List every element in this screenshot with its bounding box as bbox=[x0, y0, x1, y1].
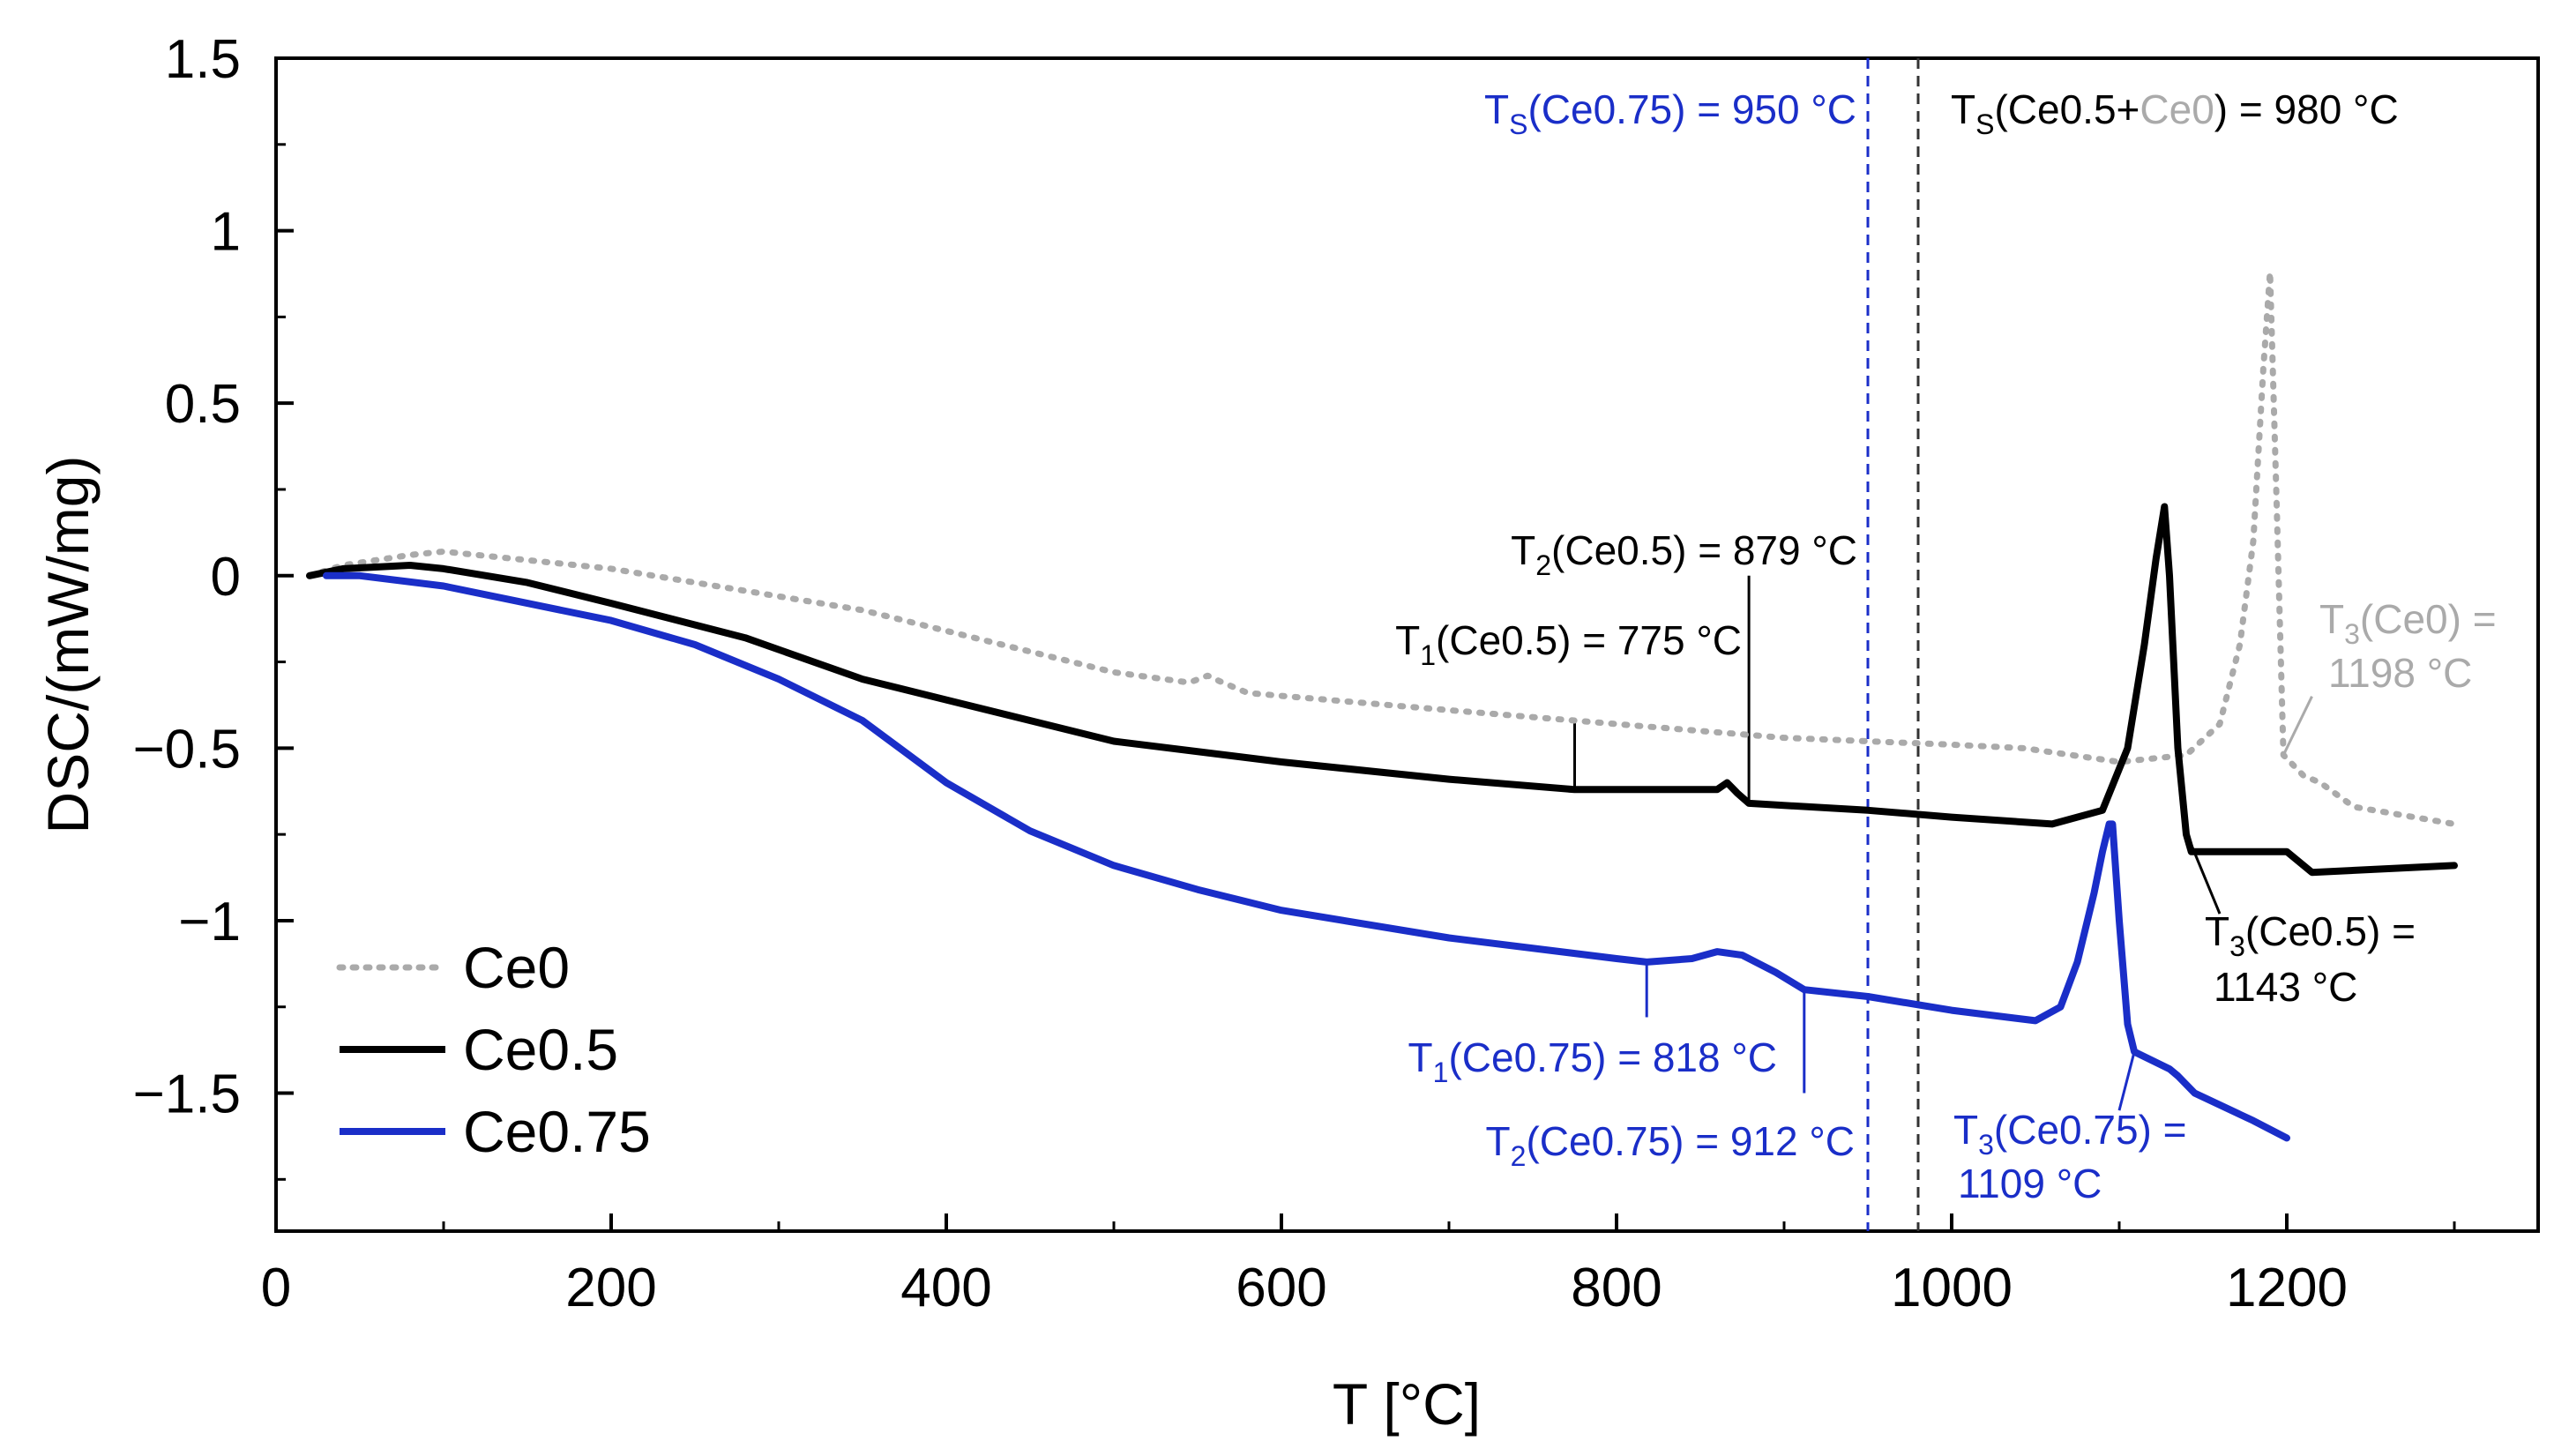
annotation-t2-ce05: T2(Ce0.5) = 879 °C bbox=[1511, 527, 1857, 581]
annotation-t1-ce075: T1(Ce0.75) = 818 °C bbox=[1408, 1034, 1777, 1088]
annotation-segment: (Ce0.5) = 879 °C bbox=[1551, 527, 1857, 573]
annotation-t3-ce0-line2: 1198 °C bbox=[2328, 650, 2472, 696]
y-tick-label: −1.5 bbox=[133, 1064, 241, 1125]
annotations: TS(Ce0.75) = 950 °C TS(Ce0.5+Ce0) = 980 °… bbox=[1395, 86, 2496, 1206]
annotation-t3-ce05-line2: 1143 °C bbox=[2214, 964, 2357, 1010]
x-tick-label: 1200 bbox=[2226, 1258, 2348, 1318]
annotation-segment: T bbox=[2319, 596, 2344, 642]
annotation-t3-ce075-line2: 1109 °C bbox=[1958, 1161, 2102, 1206]
annotation-t3-ce05-line1: T3(Ce0.5) = bbox=[2205, 908, 2416, 962]
annotation-segment: T bbox=[1408, 1034, 1433, 1080]
axis-ticks bbox=[274, 56, 2456, 1231]
annotation-segment: (Ce0.75) = bbox=[1994, 1107, 2187, 1153]
annotation-segment: (Ce0.5+ bbox=[1994, 86, 2140, 132]
annotation-t3-ce075-line1: T3(Ce0.75) = bbox=[1953, 1107, 2187, 1161]
x-tick-label: 200 bbox=[565, 1258, 656, 1318]
legend: Ce0 Ce0.5 Ce0.75 bbox=[336, 935, 651, 1164]
annotation-segment: 1 bbox=[1433, 1057, 1449, 1088]
series-ce05-line bbox=[306, 503, 2458, 877]
reference-lines bbox=[1866, 58, 1920, 1231]
annotation-t2-ce075: T2(Ce0.75) = 912 °C bbox=[1486, 1118, 1855, 1172]
series-ce0-line bbox=[306, 269, 2458, 827]
x-tick-label: 600 bbox=[1236, 1258, 1326, 1318]
leader-line bbox=[2117, 1051, 2136, 1111]
annotation-segment: 1109 °C bbox=[1958, 1161, 2102, 1206]
annotation-ts-ce075: TS(Ce0.75) = 950 °C bbox=[1484, 86, 1856, 140]
annotation-segment: T bbox=[1484, 86, 1509, 132]
annotation-segment: (Ce0.5) = bbox=[2245, 908, 2416, 954]
leader-line bbox=[2281, 696, 2313, 756]
annotation-segment: 1143 °C bbox=[2214, 964, 2357, 1010]
y-tick-label: 0.5 bbox=[165, 374, 241, 435]
x-tick-label: 0 bbox=[261, 1258, 291, 1318]
plot-frame bbox=[274, 56, 2540, 1233]
annotation-segment: (Ce0) = bbox=[2360, 596, 2497, 642]
annotation-segment: 3 bbox=[2229, 930, 2245, 962]
x-axis-title: T [°C] bbox=[1333, 1371, 1481, 1437]
legend-label-ce05: Ce0.5 bbox=[463, 1017, 618, 1082]
annotation-segment: (Ce0.5) = 775 °C bbox=[1436, 617, 1742, 663]
annotation-segment: T bbox=[1395, 617, 1420, 663]
annotation-segment: S bbox=[1509, 108, 1527, 140]
annotation-segment: T bbox=[1511, 527, 1535, 573]
annotation-segment: (Ce0.75) = 950 °C bbox=[1527, 86, 1856, 132]
y-tick-label: 0 bbox=[211, 547, 241, 608]
annotation-segment: T bbox=[1953, 1107, 1978, 1153]
annotation-segment: T bbox=[1486, 1118, 1511, 1164]
x-tick-label: 800 bbox=[1571, 1258, 1662, 1318]
annotation-segment: 2 bbox=[1511, 1140, 1527, 1172]
annotation-segment: (Ce0.75) = 912 °C bbox=[1526, 1118, 1855, 1164]
axis-tick-labels: 0 200 400 600 800 1000 1200 1.5 1 0.5 0 −0.5 −1 −1.5 bbox=[133, 29, 2348, 1318]
y-tick-label: −0.5 bbox=[133, 719, 241, 780]
annotation-segment: S bbox=[1975, 108, 1994, 140]
annotation-leaders bbox=[1573, 575, 2313, 1111]
annotation-segment: 1198 °C bbox=[2328, 650, 2472, 696]
annotation-t1-ce05: T1(Ce0.5) = 775 °C bbox=[1395, 617, 1742, 671]
annotation-segment: (Ce0.75) = 818 °C bbox=[1448, 1034, 1777, 1080]
annotation-segment: ) = 980 °C bbox=[2214, 86, 2399, 132]
annotation-segment: Ce0 bbox=[2140, 86, 2214, 132]
series-ce075-line bbox=[323, 571, 2290, 1142]
y-tick-label: 1 bbox=[211, 202, 241, 263]
x-tick-label: 400 bbox=[900, 1258, 991, 1318]
y-tick-label: −1 bbox=[178, 892, 241, 952]
annotation-segment: 3 bbox=[1978, 1129, 1994, 1161]
legend-label-ce075: Ce0.75 bbox=[463, 1099, 651, 1164]
leader-line bbox=[2190, 844, 2222, 915]
annotation-segment: 3 bbox=[2344, 618, 2360, 650]
x-tick-label: 1000 bbox=[1891, 1258, 2013, 1318]
annotation-segment: 1 bbox=[1420, 639, 1436, 671]
annotation-segment: T bbox=[2205, 908, 2229, 954]
legend-label-ce0: Ce0 bbox=[463, 935, 570, 1000]
y-tick-label: 1.5 bbox=[165, 29, 241, 90]
data-series bbox=[306, 269, 2458, 1142]
annotation-segment: T bbox=[1951, 86, 1975, 132]
annotation-t3-ce0-line1: T3(Ce0) = bbox=[2319, 596, 2497, 650]
y-axis-title: DSC/(mW/mg) bbox=[35, 456, 101, 834]
annotation-segment: 2 bbox=[1535, 549, 1551, 581]
annotation-ts-ce05-ce0: TS(Ce0.5+Ce0) = 980 °C bbox=[1951, 86, 2399, 140]
